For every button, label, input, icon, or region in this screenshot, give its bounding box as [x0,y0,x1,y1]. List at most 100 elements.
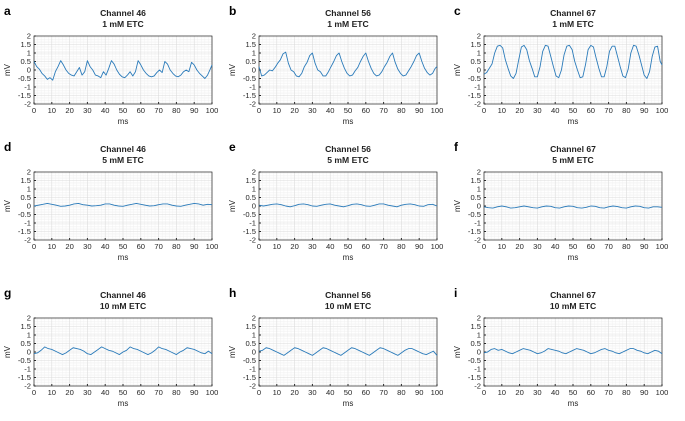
x-tick-label: 20 [515,106,523,115]
axes-frame [483,171,663,241]
y-tick-label: 0 [252,348,256,357]
x-tick-label: 80 [622,242,630,251]
y-tick-label: 0.5 [20,193,31,202]
x-tick-label: 10 [498,242,506,251]
chart-subtitle: 5 mM ETC [327,155,369,165]
y-tick-label: -1 [24,83,31,92]
x-tick-label: 80 [397,106,405,115]
x-tick-label: 60 [587,388,595,397]
x-tick-label: 10 [273,242,281,251]
y-tick-label: -0.5 [18,356,31,365]
y-tick-label: -2 [24,236,31,245]
axes-frame [33,317,213,387]
y-tick-label: 2 [477,314,481,323]
chart-title: Channel 46 [100,144,146,154]
x-axis-label: ms [343,399,354,408]
y-tick-label: 1.5 [20,322,31,331]
y-tick-label: -0.5 [18,74,31,83]
x-tick-label: 90 [190,106,198,115]
x-tick-label: 90 [415,388,423,397]
chart-title: Channel 56 [325,144,371,154]
panel-letter: e [229,140,236,154]
x-tick-label: 100 [206,388,219,397]
x-tick-label: 60 [587,106,595,115]
y-axis-label: mV [228,345,237,358]
panel-letter: d [4,140,11,154]
y-tick-label: 2 [252,32,256,41]
y-tick-label: 0 [477,66,481,75]
x-tick-label: 90 [415,242,423,251]
x-tick-label: 40 [326,242,334,251]
y-tick-label: -2 [24,100,31,109]
y-tick-label: 2 [252,314,256,323]
x-tick-label: 0 [32,106,36,115]
x-tick-label: 20 [65,242,73,251]
x-tick-label: 0 [257,106,261,115]
x-tick-label: 100 [431,242,444,251]
y-tick-label: -1.5 [18,373,31,382]
series-line [33,60,213,81]
y-tick-label: 1.5 [245,176,256,185]
x-tick-label: 20 [65,388,73,397]
x-tick-label: 80 [397,242,405,251]
x-tick-label: 50 [569,242,577,251]
y-tick-label: -0.5 [468,210,481,219]
x-tick-label: 70 [154,106,162,115]
y-tick-label: 1.5 [20,40,31,49]
x-tick-label: 80 [397,388,405,397]
panel-letter: f [454,140,459,154]
x-tick-label: 50 [119,242,127,251]
x-tick-label: 90 [640,388,648,397]
x-tick-label: 90 [640,242,648,251]
chart-subtitle: 1 mM ETC [552,19,594,29]
y-tick-label: 0 [252,66,256,75]
y-tick-label: -0.5 [468,356,481,365]
x-tick-label: 60 [137,106,145,115]
y-tick-label: 1.5 [20,176,31,185]
x-tick-label: 70 [379,106,387,115]
x-tick-label: 10 [498,106,506,115]
panel-e: 0 10 20 30 40 50 60 70 80 90 10021.510.50-0.5-1-1.… [228,140,443,262]
x-axis-label: ms [568,399,579,408]
x-axis-label: ms [568,117,579,126]
panel-i: 0 10 20 30 40 50 60 70 80 90 10021.510.50-0.5-1-1.… [453,286,668,408]
y-tick-label: -0.5 [18,210,31,219]
x-tick-label: 50 [119,388,127,397]
x-tick-label: 70 [379,242,387,251]
panel-d: 0 10 20 30 40 50 60 70 80 90 10021.510.50-0.5-1-1.… [3,140,218,262]
series-line [33,203,213,207]
x-tick-label: 100 [656,106,669,115]
x-tick-label: 20 [65,106,73,115]
panel-b: 0 10 20 30 40 50 60 70 80 90 10021.510.50-0.5-1-1.… [228,4,443,126]
chart-title: Channel 67 [550,144,596,154]
y-tick-label: 1 [27,185,31,194]
y-tick-label: -1.5 [243,91,256,100]
x-tick-label: 70 [379,388,387,397]
chart-title: Channel 67 [550,8,596,18]
y-tick-label: 2 [27,32,31,41]
x-axis-label: ms [343,253,354,262]
x-tick-label: 30 [83,242,91,251]
axes-frame [258,35,438,105]
chart-title: Channel 56 [325,8,371,18]
y-tick-label: 0 [27,66,31,75]
y-tick-label: 0.5 [245,339,256,348]
x-tick-label: 80 [622,106,630,115]
x-tick-label: 10 [498,388,506,397]
x-tick-label: 50 [344,388,352,397]
chart-subtitle: 10 mM ETC [550,301,596,311]
y-axis-label: mV [3,63,12,76]
x-tick-label: 0 [482,106,486,115]
y-tick-label: -1.5 [243,227,256,236]
x-tick-label: 70 [604,388,612,397]
y-tick-label: -1 [249,83,256,92]
y-tick-label: 0.5 [245,193,256,202]
x-tick-label: 30 [308,242,316,251]
x-tick-label: 40 [551,388,559,397]
y-tick-label: -2 [24,382,31,391]
y-tick-label: -1 [474,83,481,92]
x-tick-label: 30 [533,388,541,397]
x-axis-label: ms [118,253,129,262]
x-tick-label: 50 [344,242,352,251]
chart-subtitle: 10 mM ETC [100,301,146,311]
